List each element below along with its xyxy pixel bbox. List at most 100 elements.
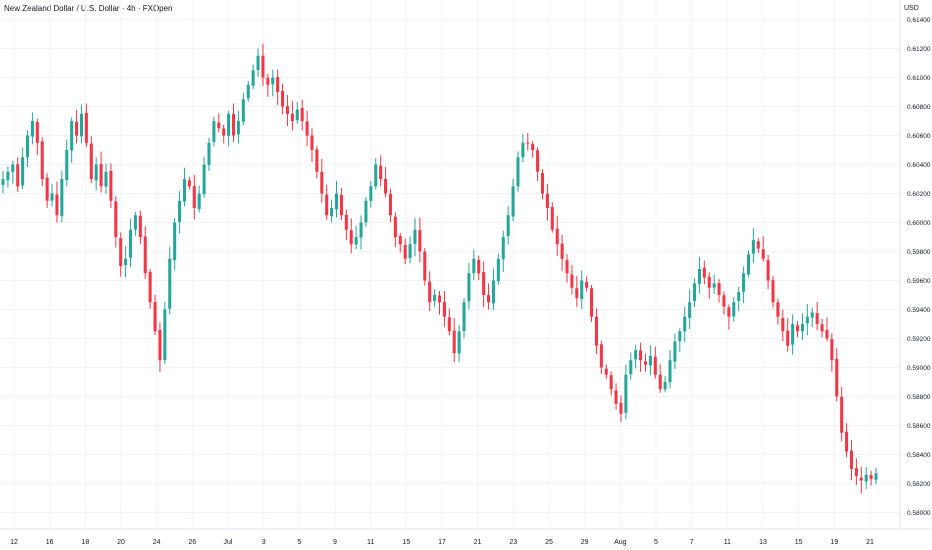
candle-down [344,214,348,230]
candle-up [634,350,638,360]
candle-up [246,84,250,99]
candle-down [825,329,829,339]
candle-up [163,309,167,360]
candle-down [786,330,790,346]
candle-up [580,280,584,299]
candle-down [388,193,392,216]
candle-down [776,302,780,317]
candle-down [570,274,574,288]
x-tick-label: 9 [333,539,337,546]
candle-down [45,177,49,201]
y-tick-label: 0.61200 [907,46,931,53]
candle-up [241,99,245,122]
candle-up [663,381,667,390]
candle-down [379,165,383,180]
candle-down [143,236,147,274]
candle-down [261,55,265,78]
candle-down [796,325,800,332]
candle-down [604,368,608,375]
candle-down [320,171,324,194]
candle-down [187,180,191,187]
candle-up [742,273,746,292]
candle-down [653,356,657,375]
candle-up [673,341,677,362]
candle-up [6,171,10,181]
candle-up [236,121,240,135]
candle-up [21,157,25,186]
candle-down [99,164,103,187]
x-tick-label: 17 [438,539,446,546]
candle-up [516,157,520,187]
candle-up [173,222,177,261]
y-tick-label: 0.59000 [907,365,931,372]
candle-up [79,113,83,137]
grid-lines [0,0,900,529]
candle-down [639,350,643,361]
candle-up [30,121,34,137]
candle-up [511,186,515,217]
y-tick-label: 0.60400 [907,162,931,169]
candle-up [94,164,98,181]
candle-down [849,450,853,469]
candle-down [290,113,294,122]
candle-up [408,244,412,259]
candle-down [310,135,314,151]
candle-down [830,339,834,361]
y-tick-label: 0.59200 [907,336,931,343]
candle-up [197,193,201,210]
y-tick-label: 0.61000 [907,75,931,82]
candle-up [271,77,275,85]
candle-down [585,281,589,288]
x-tick-label: 11 [367,539,374,546]
candle-up [374,164,378,187]
x-tick-label: 19 [830,539,838,546]
candle-down [781,318,785,332]
time-axis[interactable]: 12 16 18 20 24 26 Jul 3 5 9 11 15 17 21 23 25 29 Aug 5 7 11 1… [10,539,874,546]
x-tick-label: 24 [153,539,161,546]
x-tick-label: 18 [81,539,89,546]
y-tick-label: 0.60000 [907,220,931,227]
candle-up [251,70,255,86]
candle-down [756,241,760,249]
x-tick-label: 11 [724,539,731,546]
candle-down [403,244,407,259]
candle-up [207,142,211,165]
candle-up [732,302,736,317]
candle-up [354,237,358,245]
candle-down [707,276,711,288]
y-tick-label: 0.61400 [907,17,931,24]
candle-up [746,254,751,275]
candle-up [467,273,471,302]
candle-down [722,295,726,307]
candle-down [398,235,402,245]
candle-up [791,323,795,345]
candle-down [820,324,824,332]
candle-down [643,361,648,365]
candle-down [702,267,706,278]
candle-down [619,402,623,414]
currency-label[interactable]: USD [904,5,919,12]
candle-down [276,77,280,93]
candle-down [727,307,731,317]
candle-down [148,271,152,303]
candle-up [330,208,334,217]
candle-up [864,474,868,482]
y-tick-label: 0.60600 [907,133,931,140]
y-tick-label: 0.58800 [907,394,931,401]
candle-up [168,258,172,309]
x-tick-label: Aug [614,539,627,546]
candle-up [65,150,69,181]
candle-down [285,105,289,114]
candle-up [1,179,5,185]
price-axis[interactable]: 0.61400 0.61200 0.61000 0.60800 0.60600 0.604… [907,17,931,517]
candle-up [364,200,368,223]
candle-down [266,77,270,85]
candle-up [697,268,701,284]
candle-up [369,186,373,201]
candle-down [761,249,765,259]
candle-down [840,396,844,433]
candle-down [89,143,93,180]
candle-up [11,164,15,172]
candle-up [124,258,128,265]
